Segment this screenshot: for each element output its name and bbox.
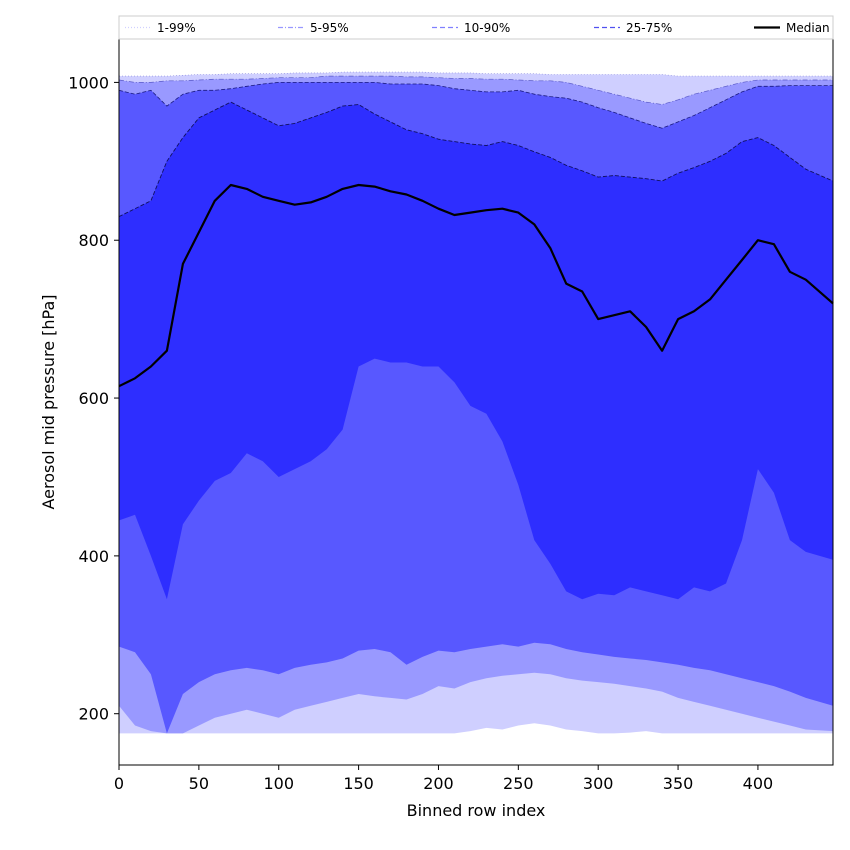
x-tick-label: 300: [583, 774, 614, 793]
legend-label: Median: [786, 21, 830, 35]
legend-label: 25-75%: [626, 21, 672, 35]
line-p75: [118, 101, 834, 218]
x-tick-label: 200: [423, 774, 454, 793]
x-tick-label: 350: [663, 774, 694, 793]
y-tick-label: 1000: [68, 73, 109, 92]
y-tick-label: 600: [78, 389, 109, 408]
x-tick-label: 250: [503, 774, 534, 793]
legend: 1-99% 5-95% 10-90% 25-75% Median: [118, 15, 834, 40]
x-tick-label: 0: [114, 774, 124, 793]
y-tick-label: 400: [78, 547, 109, 566]
median-line: [118, 183, 834, 388]
x-tick-label: 400: [743, 774, 774, 793]
median-layer: [118, 183, 834, 388]
band-25-75: [119, 102, 833, 600]
x-tick-label: 100: [263, 774, 294, 793]
legend-label: 5-95%: [310, 21, 349, 35]
x-axis: 0 50 100 150 200 250 300 350 400: [114, 765, 773, 793]
line-p90: [118, 82, 833, 129]
legend-label: 10-90%: [464, 21, 510, 35]
percentile-bands: [118, 71, 834, 734]
y-axis-label: Aerosol mid pressure [hPa]: [39, 294, 58, 509]
line-p95: [118, 75, 833, 105]
y-axis: 200 400 600 800 1000: [68, 73, 119, 724]
line-p99: [119, 71, 833, 77]
x-tick-label: 150: [343, 774, 374, 793]
x-axis-label: Binned row index: [407, 801, 546, 820]
y-tick-label: 200: [78, 705, 109, 724]
y-tick-label: 800: [78, 231, 109, 250]
legend-label: 1-99%: [157, 21, 196, 35]
x-tick-label: 50: [189, 774, 209, 793]
legend-box: [118, 15, 834, 40]
